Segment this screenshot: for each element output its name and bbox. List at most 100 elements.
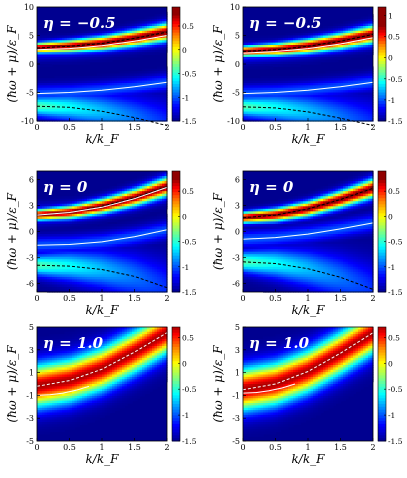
heatmap-cell <box>308 99 312 103</box>
heatmap-cell <box>147 85 151 89</box>
heatmap-cell <box>94 52 98 56</box>
heatmap-cell <box>243 56 247 60</box>
heatmap-cell <box>333 73 337 77</box>
heatmap-cell <box>335 90 339 94</box>
heatmap-cell <box>368 21 372 25</box>
heatmap-cell <box>107 90 111 94</box>
heatmap-cell <box>159 42 163 46</box>
heatmap-cell <box>42 251 46 255</box>
heatmap-cell <box>278 37 282 41</box>
heatmap-cell <box>265 87 269 91</box>
heatmap-cell <box>320 118 324 122</box>
heatmap-cell <box>280 97 284 101</box>
heatmap-cell <box>295 78 299 82</box>
heatmap-cell <box>127 94 131 98</box>
heatmap-cell <box>147 52 151 56</box>
heatmap-cell <box>144 104 148 108</box>
heatmap-cell <box>370 113 374 117</box>
heatmap-cell <box>323 109 327 113</box>
heatmap-cell <box>320 85 324 89</box>
heatmap-cell <box>52 94 56 98</box>
heatmap-cell <box>358 90 362 94</box>
heatmap-cell <box>368 113 372 117</box>
heatmap-cell <box>298 113 302 117</box>
heatmap-cell <box>268 83 272 86</box>
heatmap-cell <box>285 45 289 48</box>
heatmap-cell <box>298 111 302 115</box>
heatmap-cell <box>345 21 349 25</box>
heatmap-cell <box>310 106 314 110</box>
heatmap-cell <box>330 99 334 103</box>
heatmap-cell <box>54 80 58 84</box>
heatmap-cell <box>260 49 264 53</box>
heatmap-cell <box>358 18 362 22</box>
heatmap-cell <box>260 113 264 117</box>
heatmap-cell <box>265 83 269 86</box>
heatmap-cell <box>243 113 247 117</box>
heatmap-cell <box>343 47 347 51</box>
heatmap-cell <box>305 111 309 115</box>
heatmap-cell <box>57 35 61 39</box>
heatmap-cell <box>112 54 116 58</box>
heatmap-cell <box>94 118 98 122</box>
heatmap-cell <box>142 83 146 86</box>
heatmap-cell <box>62 113 66 117</box>
heatmap-cell <box>290 102 294 105</box>
heatmap-cell <box>275 109 279 113</box>
heatmap-cell <box>107 49 111 53</box>
heatmap-cell <box>84 52 88 56</box>
heatmap-cell <box>308 37 312 41</box>
heatmap-cell <box>253 111 257 115</box>
heatmap-cell <box>348 52 352 56</box>
heatmap-cell <box>258 94 262 98</box>
heatmap-cell <box>44 284 48 288</box>
heatmap-cell <box>363 33 367 37</box>
heatmap-cell <box>350 52 354 56</box>
heatmap-cell <box>338 87 342 91</box>
heatmap-cell <box>340 111 344 115</box>
heatmap-cell <box>72 33 76 37</box>
heatmap-cell <box>162 113 166 117</box>
heatmap-cell <box>94 116 98 120</box>
heatmap-cell <box>280 64 284 67</box>
heatmap-cell <box>127 73 131 77</box>
heatmap-cell <box>335 83 339 86</box>
heatmap-cell <box>355 118 359 122</box>
heatmap-cell <box>270 54 274 58</box>
heatmap-cell <box>157 111 161 115</box>
heatmap-cell <box>49 87 53 91</box>
heatmap-cell <box>350 106 354 110</box>
heatmap-cell <box>348 113 352 117</box>
heatmap-cell <box>102 106 106 110</box>
heatmap-cell <box>49 259 53 263</box>
heatmap-cell <box>57 83 61 86</box>
heatmap-cell <box>303 40 307 44</box>
heatmap-cell <box>368 75 372 79</box>
heatmap-cell <box>104 113 108 117</box>
heatmap-cell <box>345 54 349 58</box>
heatmap-cell <box>44 228 48 233</box>
heatmap-cell <box>315 40 319 44</box>
heatmap-cell <box>268 37 272 41</box>
heatmap-cell <box>152 99 156 103</box>
heatmap-cell <box>42 211 46 215</box>
heatmap-cell <box>47 213 51 217</box>
heatmap-cell <box>99 30 103 34</box>
heatmap-cell <box>255 78 259 82</box>
heatmap-cell <box>363 54 367 58</box>
heatmap-cell <box>303 37 307 41</box>
heatmap-cell <box>87 102 91 105</box>
heatmap-cell <box>280 37 284 41</box>
heatmap-cell <box>49 284 53 288</box>
heatmap-cell <box>255 54 259 58</box>
heatmap-cell <box>290 87 294 91</box>
heatmap-cell <box>348 40 352 44</box>
heatmap-cell <box>119 33 123 37</box>
heatmap-cell <box>129 54 133 58</box>
heatmap-cell <box>338 97 342 101</box>
heatmap-cell <box>275 59 279 63</box>
heatmap-cell <box>340 94 344 98</box>
heatmap-cell <box>295 49 299 53</box>
heatmap-cell <box>328 35 332 39</box>
heatmap-cell <box>112 37 116 41</box>
